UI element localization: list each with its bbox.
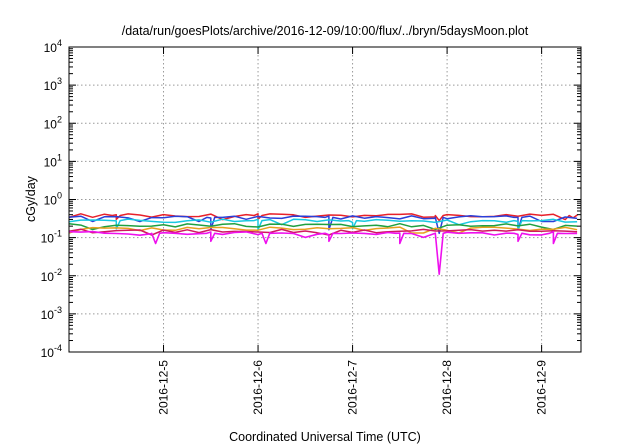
- series-line-2: [68, 214, 578, 235]
- y-tick-label: 102: [44, 114, 62, 131]
- x-tick-labels: 2016-12-5 2016-12-6 2016-12-7 2016-12-8 2016…: [157, 360, 549, 415]
- series-line-4: [68, 222, 578, 231]
- y-tick-label-base: 10: [41, 308, 55, 322]
- y-tick-label-exponent: -3: [54, 305, 62, 315]
- series-layer: [68, 213, 578, 275]
- y-tick-label: 10-1: [41, 229, 62, 246]
- y-tick-label-base: 10: [41, 270, 55, 284]
- y-tick-label: 100: [44, 191, 62, 208]
- y-tick-label: 10-3: [41, 305, 62, 322]
- x-tick-label: 2016-12-6: [251, 360, 265, 415]
- y-tick-label-exponent: 0: [57, 191, 62, 201]
- y-tick-label-base: 10: [44, 155, 58, 169]
- y-tick-label-base: 10: [44, 41, 58, 55]
- y-tick-label: 10-2: [41, 267, 62, 284]
- series-line-5: [68, 226, 578, 234]
- tick-marks: [69, 46, 581, 353]
- y-axis-label: cGy/day: [24, 175, 38, 222]
- y-tick-label-base: 10: [44, 117, 58, 131]
- x-tick-label: 2016-12-5: [157, 360, 171, 415]
- y-tick-label-base: 10: [44, 79, 58, 93]
- y-tick-label-exponent: -4: [54, 343, 62, 353]
- y-tick-label: 104: [44, 38, 62, 55]
- y-tick-label-exponent: 2: [57, 114, 62, 124]
- chart-title: /data/run/goesPlots/archive/2016-12-09/1…: [122, 24, 529, 38]
- series-line-3: [68, 218, 578, 231]
- y-tick-label-exponent: 1: [57, 152, 62, 162]
- x-tick-label: 2016-12-8: [440, 360, 454, 415]
- x-tick-label: 2016-12-7: [346, 360, 360, 415]
- x-axis-label: Coordinated Universal Time (UTC): [229, 430, 421, 444]
- y-tick-label-base: 10: [41, 346, 55, 360]
- y-tick-label-exponent: -2: [54, 267, 62, 277]
- y-tick-label: 103: [44, 76, 62, 93]
- x-tick-label: 2016-12-9: [535, 360, 549, 415]
- y-tick-label: 101: [44, 152, 62, 169]
- y-tick-label-base: 10: [41, 232, 55, 246]
- y-tick-label-exponent: -1: [54, 229, 62, 239]
- y-tick-label: 10-4: [41, 343, 62, 360]
- series-line-1: [68, 213, 578, 222]
- series-line-7: [68, 230, 578, 275]
- y-tick-label-base: 10: [44, 194, 58, 208]
- y-tick-label-exponent: 4: [57, 38, 62, 48]
- grid: [69, 47, 581, 352]
- y-tick-label-exponent: 3: [57, 76, 62, 86]
